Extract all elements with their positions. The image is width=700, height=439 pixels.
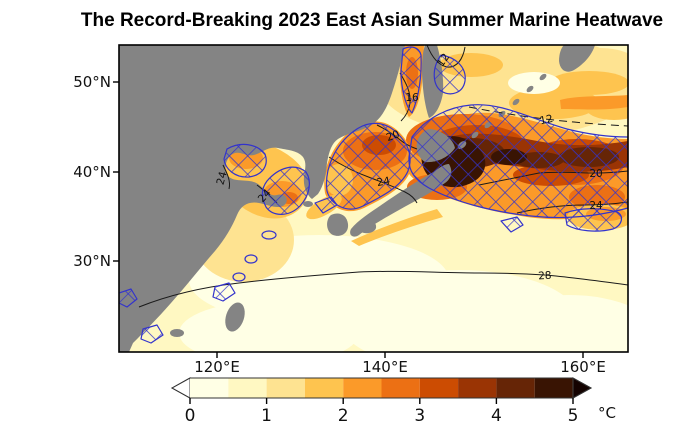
colorbar-tick-label: 4 — [491, 406, 502, 426]
colorbar-under-arrow — [170, 377, 191, 399]
colorbar-segment — [343, 378, 382, 398]
sst-anomaly-region — [560, 95, 628, 110]
colorbar-segment — [190, 378, 229, 398]
landmass-small-island — [170, 329, 184, 337]
colorbar-segment — [496, 378, 535, 398]
colorbar-segment — [419, 378, 459, 398]
sst-anomaly-region — [339, 270, 459, 330]
y-tick-label: 30°N — [73, 252, 111, 270]
sst-anomaly-region — [509, 87, 599, 119]
contour-label: 28 — [538, 270, 552, 283]
landmass-jeju — [303, 201, 313, 207]
hatch-region-tatar-strait — [400, 46, 422, 114]
sst-anomaly-region — [351, 209, 443, 246]
hatch-region-korea-strait — [314, 196, 338, 214]
significance-outline — [232, 272, 246, 282]
hatch-region-bohai — [223, 143, 267, 178]
significance-outline — [244, 254, 258, 264]
contour-label: 24 — [376, 175, 392, 189]
landmass-taiwan — [225, 302, 245, 332]
colorbar-segment — [534, 378, 573, 398]
x-tick-label: 160°E — [560, 358, 606, 376]
x-tick-label: 140°E — [362, 358, 408, 376]
sst-anomaly-region — [508, 72, 560, 94]
sst-anomaly-region — [549, 71, 628, 95]
colorbar-unit-label: °C — [598, 404, 616, 422]
colorbar-tick-label: 0 — [185, 406, 196, 426]
hatch-region-yellow-sea — [261, 166, 310, 215]
temperature-contour-24-bohai — [222, 164, 230, 190]
hatch-region-china-coast-1 — [119, 288, 138, 308]
map-plot: 12 16 20 24 24 24 12 20 24 28 — [113, 44, 629, 358]
landmass-kamchatka — [559, 45, 595, 72]
sst-anomaly-region — [179, 301, 359, 352]
significance-outline — [261, 230, 277, 240]
hatch-region-southeast-patch — [564, 208, 623, 232]
y-tick-label: 40°N — [73, 163, 111, 181]
colorbar-segment — [458, 378, 497, 398]
hatch-region-japan-sea — [325, 122, 411, 210]
landmass-asia-mainland — [119, 45, 405, 352]
map-content: 12 16 20 24 24 24 12 20 24 28 — [119, 45, 628, 352]
landmass-shikoku — [358, 219, 377, 234]
colorbar-segment — [381, 378, 420, 398]
colorbar-segment — [228, 378, 267, 398]
colorbar-segment — [304, 378, 344, 398]
hatch-region-taiwan-north — [212, 282, 236, 302]
colorbar-tick-label: 5 — [568, 406, 579, 426]
contour-label: 24 — [215, 170, 230, 186]
landmass-kyushu — [327, 213, 349, 236]
colorbar-tick-label: 1 — [261, 406, 272, 426]
chart-title: The Record-Breaking 2023 East Asian Summ… — [81, 10, 663, 31]
contour-label: 16 — [405, 92, 419, 104]
y-tick-label: 50°N — [73, 73, 111, 91]
hatch-region-okhotsk — [433, 54, 466, 95]
colorbar-segment — [266, 378, 305, 398]
colorbar-over-arrow — [572, 377, 593, 399]
contour-label: 12 — [539, 113, 555, 128]
contour-label: 24 — [589, 200, 603, 212]
colorbar: 0 1 2 3 4 5 °C — [170, 377, 616, 426]
colorbar-tick-label: 2 — [338, 406, 349, 426]
colorbar-tick-label: 3 — [414, 406, 425, 426]
contour-label: 20 — [385, 128, 402, 144]
sst-anomaly-region — [479, 295, 628, 352]
contour-label: 20 — [589, 168, 602, 180]
x-tick-label: 120°E — [194, 358, 240, 376]
map-border — [118, 44, 629, 353]
hatch-region-small-patch — [500, 216, 524, 233]
hatch-region-china-coast-2 — [140, 324, 164, 344]
